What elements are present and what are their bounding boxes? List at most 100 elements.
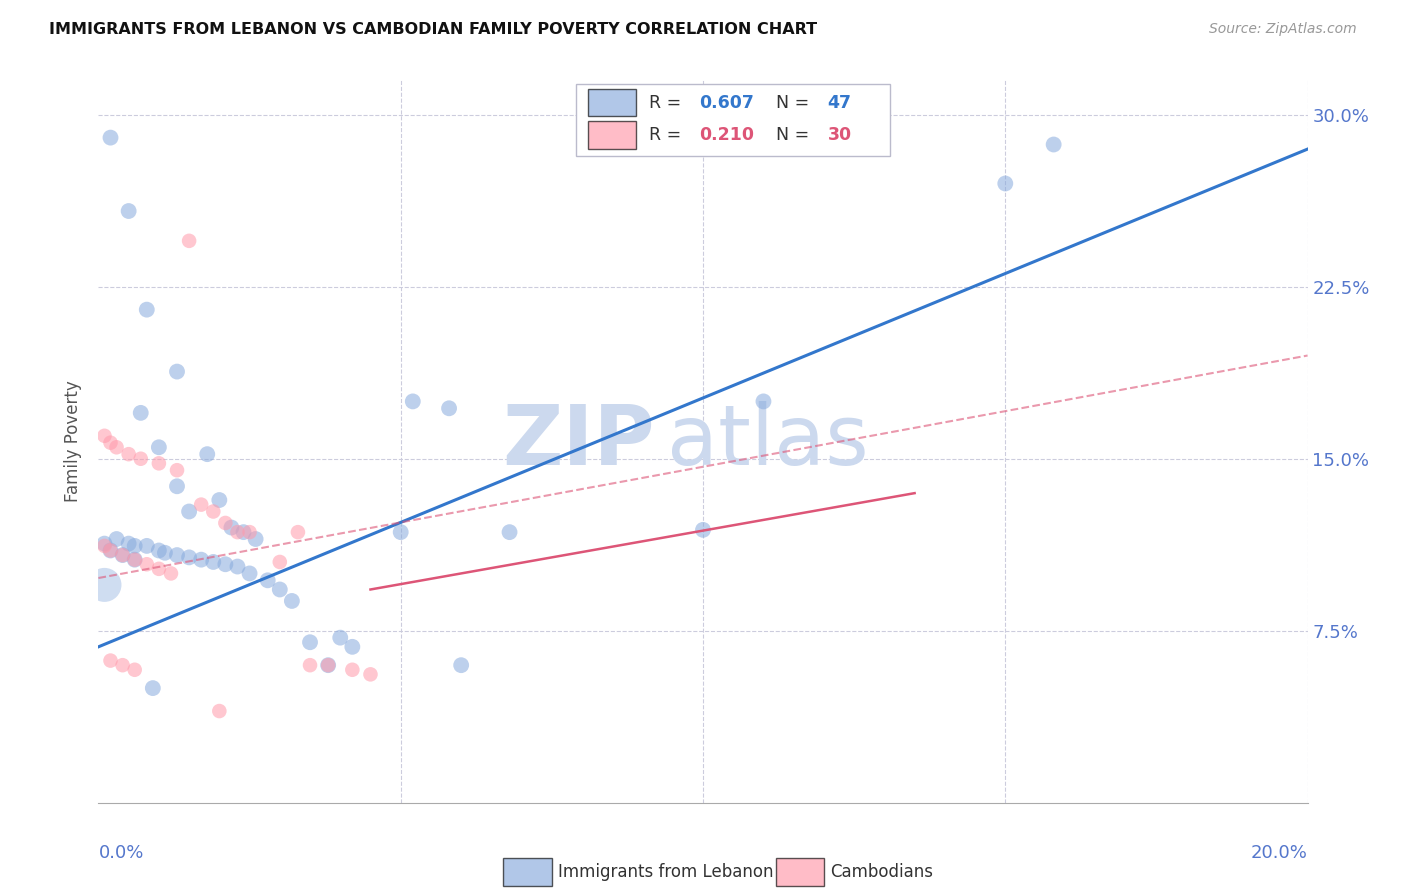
FancyBboxPatch shape [776, 858, 824, 886]
Point [994, 177, 1017, 191]
Point [269, 555, 291, 569]
Point [135, 302, 157, 317]
Point [190, 552, 212, 566]
Point [342, 663, 364, 677]
Point [129, 406, 152, 420]
Point [166, 479, 188, 493]
Point [256, 574, 278, 588]
Point [93, 536, 115, 550]
Point [450, 658, 472, 673]
Y-axis label: Family Poverty: Family Poverty [65, 381, 83, 502]
Point [148, 440, 170, 454]
Point [100, 654, 122, 668]
Point [316, 658, 339, 673]
Point [208, 493, 231, 508]
Text: 0.0%: 0.0% [98, 844, 143, 862]
Text: 30: 30 [828, 126, 852, 145]
Point [402, 394, 425, 409]
Point [129, 451, 152, 466]
Point [299, 658, 322, 673]
Point [135, 558, 157, 572]
Point [160, 566, 183, 581]
Point [124, 663, 146, 677]
Point [232, 525, 254, 540]
Point [142, 681, 165, 695]
Point [105, 532, 128, 546]
Text: 20.0%: 20.0% [1251, 844, 1308, 862]
Point [179, 504, 201, 518]
Text: ZIP: ZIP [502, 401, 655, 482]
Point [166, 463, 188, 477]
Point [239, 566, 262, 581]
Text: 0.210: 0.210 [699, 126, 755, 145]
Point [208, 704, 231, 718]
Text: Source: ZipAtlas.com: Source: ZipAtlas.com [1209, 22, 1357, 37]
Point [342, 640, 364, 654]
Text: R =: R = [648, 126, 686, 145]
Point [179, 234, 201, 248]
Point [202, 555, 225, 569]
Point [111, 548, 134, 562]
Point [316, 658, 339, 673]
Point [93, 578, 115, 592]
Text: 47: 47 [828, 94, 852, 112]
Point [498, 525, 520, 540]
Point [226, 525, 249, 540]
Point [245, 532, 267, 546]
Point [179, 550, 201, 565]
Point [202, 504, 225, 518]
Point [281, 594, 304, 608]
Point [100, 543, 122, 558]
Point [329, 631, 352, 645]
FancyBboxPatch shape [576, 84, 890, 156]
Point [105, 440, 128, 454]
Point [124, 539, 146, 553]
Point [100, 543, 122, 558]
Point [124, 552, 146, 566]
Point [93, 539, 115, 553]
Text: IMMIGRANTS FROM LEBANON VS CAMBODIAN FAMILY POVERTY CORRELATION CHART: IMMIGRANTS FROM LEBANON VS CAMBODIAN FAM… [49, 22, 817, 37]
Point [100, 130, 122, 145]
Point [118, 447, 141, 461]
Point [437, 401, 460, 416]
Point [190, 498, 212, 512]
Point [118, 204, 141, 219]
Point [287, 525, 309, 540]
Point [299, 635, 322, 649]
Point [148, 543, 170, 558]
FancyBboxPatch shape [503, 858, 551, 886]
Point [148, 456, 170, 470]
Text: 0.607: 0.607 [699, 94, 754, 112]
Point [269, 582, 291, 597]
FancyBboxPatch shape [588, 121, 637, 149]
Point [111, 658, 134, 673]
Point [1042, 137, 1064, 152]
Point [214, 558, 236, 572]
Point [118, 536, 141, 550]
Point [135, 539, 157, 553]
Point [360, 667, 382, 681]
Point [226, 559, 249, 574]
Text: atlas: atlas [666, 401, 869, 482]
Text: Cambodians: Cambodians [830, 863, 934, 881]
Point [692, 523, 714, 537]
Point [124, 552, 146, 566]
Text: N =: N = [776, 126, 814, 145]
Point [389, 525, 412, 540]
FancyBboxPatch shape [588, 89, 637, 116]
Point [221, 520, 243, 534]
Point [100, 435, 122, 450]
Point [166, 548, 188, 562]
Point [239, 525, 262, 540]
Text: N =: N = [776, 94, 814, 112]
Text: R =: R = [648, 94, 686, 112]
Point [195, 447, 218, 461]
Point [148, 562, 170, 576]
Text: Immigrants from Lebanon: Immigrants from Lebanon [558, 863, 773, 881]
Point [166, 365, 188, 379]
Point [111, 548, 134, 562]
Point [153, 546, 176, 560]
Point [214, 516, 236, 530]
Point [752, 394, 775, 409]
Point [93, 429, 115, 443]
